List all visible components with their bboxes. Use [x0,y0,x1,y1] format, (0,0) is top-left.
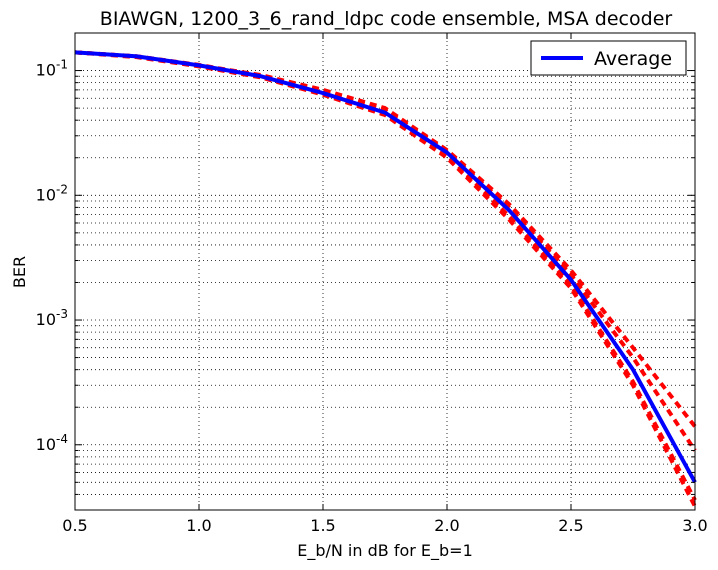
x-tick-label: 2.0 [434,516,459,535]
series-trial-line [74,50,697,452]
x-tick-label: 1.5 [310,516,335,535]
y-axis-label: BER [10,256,29,288]
chart-title: BIAWGN, 1200_3_6_rand_ldpc code ensemble… [100,8,673,30]
y-tick-label: 10-4 [36,432,68,454]
legend: Average [530,40,687,76]
x-axis-label: E_b/N in dB for E_b=1 [297,541,473,561]
y-tick-label: 10-1 [36,58,68,80]
x-tick-label: 1.0 [186,516,211,535]
series-trial-line [74,50,697,428]
grid [74,32,696,511]
plot-frame [74,32,696,511]
series-layer [74,50,697,508]
legend-average-label: Average [594,48,672,70]
y-tick-label: 10-2 [36,182,68,204]
x-tick-label: 0.5 [62,516,87,535]
x-tick-label: 2.5 [558,516,583,535]
series-trial-line [74,50,697,508]
series-average-line [74,50,697,484]
x-tick-label: 3.0 [682,516,707,535]
ticks: 0.5 1.0 1.5 2.0 2.5 3.0 10-1 10-2 10-3 10-4 [36,32,708,535]
y-tick-label: 10-3 [36,307,68,329]
